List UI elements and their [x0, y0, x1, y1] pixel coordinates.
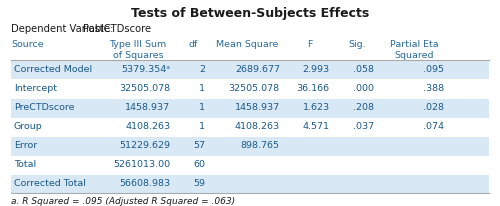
Bar [12, 118, 488, 137]
Text: 51229.629: 51229.629 [120, 140, 170, 149]
Text: df: df [188, 40, 198, 49]
Text: 2.993: 2.993 [302, 64, 330, 73]
Bar [12, 80, 488, 99]
Text: Corrected Total: Corrected Total [14, 178, 86, 187]
Text: 32505.078: 32505.078 [228, 83, 280, 92]
Text: 1458.937: 1458.937 [234, 102, 280, 111]
Bar [12, 99, 488, 118]
Text: Tests of Between-Subjects Effects: Tests of Between-Subjects Effects [131, 7, 369, 20]
Bar [12, 61, 488, 80]
Text: F: F [307, 40, 312, 49]
Text: PreCTDscore: PreCTDscore [14, 102, 74, 111]
Text: 5261013.00: 5261013.00 [114, 159, 170, 168]
Text: 4108.263: 4108.263 [234, 121, 280, 130]
Text: Source: Source [12, 40, 44, 49]
Text: 5379.354ᵃ: 5379.354ᵃ [122, 64, 170, 73]
Text: .058: .058 [354, 64, 374, 73]
Text: 1458.937: 1458.937 [126, 102, 170, 111]
Text: 898.765: 898.765 [241, 140, 280, 149]
Text: Mean Square: Mean Square [216, 40, 278, 49]
Text: Intercept: Intercept [14, 83, 57, 92]
Text: 56608.983: 56608.983 [120, 178, 170, 187]
Text: 32505.078: 32505.078 [120, 83, 170, 92]
Text: 4108.263: 4108.263 [126, 121, 170, 130]
Text: 1: 1 [199, 121, 205, 130]
Text: Partial Eta
Squared: Partial Eta Squared [390, 40, 438, 59]
Text: 2689.677: 2689.677 [235, 64, 280, 73]
Text: a. R Squared = .095 (Adjusted R Squared = .063): a. R Squared = .095 (Adjusted R Squared … [12, 196, 235, 205]
Text: .388: .388 [423, 83, 444, 92]
Text: .095: .095 [423, 64, 444, 73]
Text: Group: Group [14, 121, 42, 130]
Text: 60: 60 [193, 159, 205, 168]
Text: 36.166: 36.166 [296, 83, 330, 92]
Text: .000: .000 [354, 83, 374, 92]
Text: PostCTDscore: PostCTDscore [84, 24, 152, 34]
Bar [12, 137, 488, 156]
Text: 2: 2 [199, 64, 205, 73]
Text: .208: .208 [354, 102, 374, 111]
Bar [12, 156, 488, 175]
Text: Error: Error [14, 140, 37, 149]
Text: Total: Total [14, 159, 36, 168]
Text: Corrected Model: Corrected Model [14, 64, 92, 73]
Text: .028: .028 [423, 102, 444, 111]
Text: 4.571: 4.571 [302, 121, 330, 130]
Text: 57: 57 [193, 140, 205, 149]
Text: Sig.: Sig. [348, 40, 366, 49]
Text: Dependent Variable:: Dependent Variable: [12, 24, 114, 34]
Text: 59: 59 [193, 178, 205, 187]
Text: 1: 1 [199, 83, 205, 92]
Text: 1.623: 1.623 [302, 102, 330, 111]
Text: .074: .074 [423, 121, 444, 130]
Text: 1: 1 [199, 102, 205, 111]
Text: Type III Sum
of Squares: Type III Sum of Squares [110, 40, 166, 59]
Text: .037: .037 [353, 121, 374, 130]
Bar [12, 175, 488, 194]
